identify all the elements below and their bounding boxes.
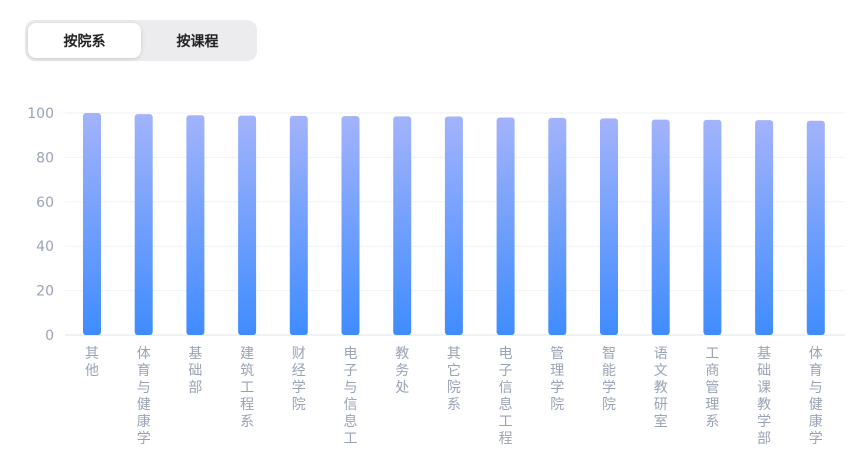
bar[interactable] [134,114,153,335]
x-tick-label: 基础部 [188,345,202,396]
y-tick-label: 60 [36,195,54,211]
bar[interactable] [83,113,101,335]
x-tick-label: 智能学院 [602,346,616,413]
bar[interactable] [238,115,257,335]
bar[interactable] [651,119,670,335]
x-tick-label: 工商管理系 [705,346,719,430]
x-tick-label: 其它院系 [447,346,461,413]
y-tick-label: 80 [36,150,54,166]
x-tick-label: 电子信息工程 [499,346,513,447]
x-tick-label: 财经学院 [292,346,306,413]
y-tick-label: 0 [45,328,54,344]
view-toggle: 按院系 按课程 [25,20,257,61]
toggle-by-department[interactable]: 按院系 [28,23,141,58]
x-tick-label: 体育与健康学 [137,346,151,447]
x-axis-labels: 其他 体育与健康学 基础部 建筑工程系 财经学院 电子与信息工 教务处 其它院系 电子信息工程 管… [85,345,823,447]
bar[interactable] [289,115,308,335]
bar[interactable] [496,117,515,335]
x-tick-label: 教务处 [395,346,409,396]
bar[interactable] [341,116,360,335]
bar[interactable] [755,120,774,335]
toggle-by-course[interactable]: 按课程 [176,33,219,50]
bar[interactable] [600,118,618,335]
bar[interactable] [806,120,825,336]
bars [83,113,825,336]
y-tick-label: 40 [36,239,54,255]
y-axis-ticks: 0 20 40 60 80 100 [27,106,54,344]
bar[interactable] [548,117,567,335]
y-tick-label: 100 [27,106,54,122]
x-tick-label: 建筑工程系 [240,346,254,430]
x-tick-label: 基础课教学部 [757,345,771,447]
x-tick-label: 电子与信息工 [344,346,358,447]
x-tick-label: 管理学院 [550,346,564,413]
bar[interactable] [393,116,412,335]
y-tick-label: 20 [36,284,54,300]
bar[interactable] [444,116,463,335]
x-tick-label: 体育与健康学 [809,346,823,447]
x-tick-label: 其他 [85,346,99,379]
x-tick-label: 语文教研室 [654,346,668,430]
bar[interactable] [703,119,722,336]
bar[interactable] [186,115,205,335]
